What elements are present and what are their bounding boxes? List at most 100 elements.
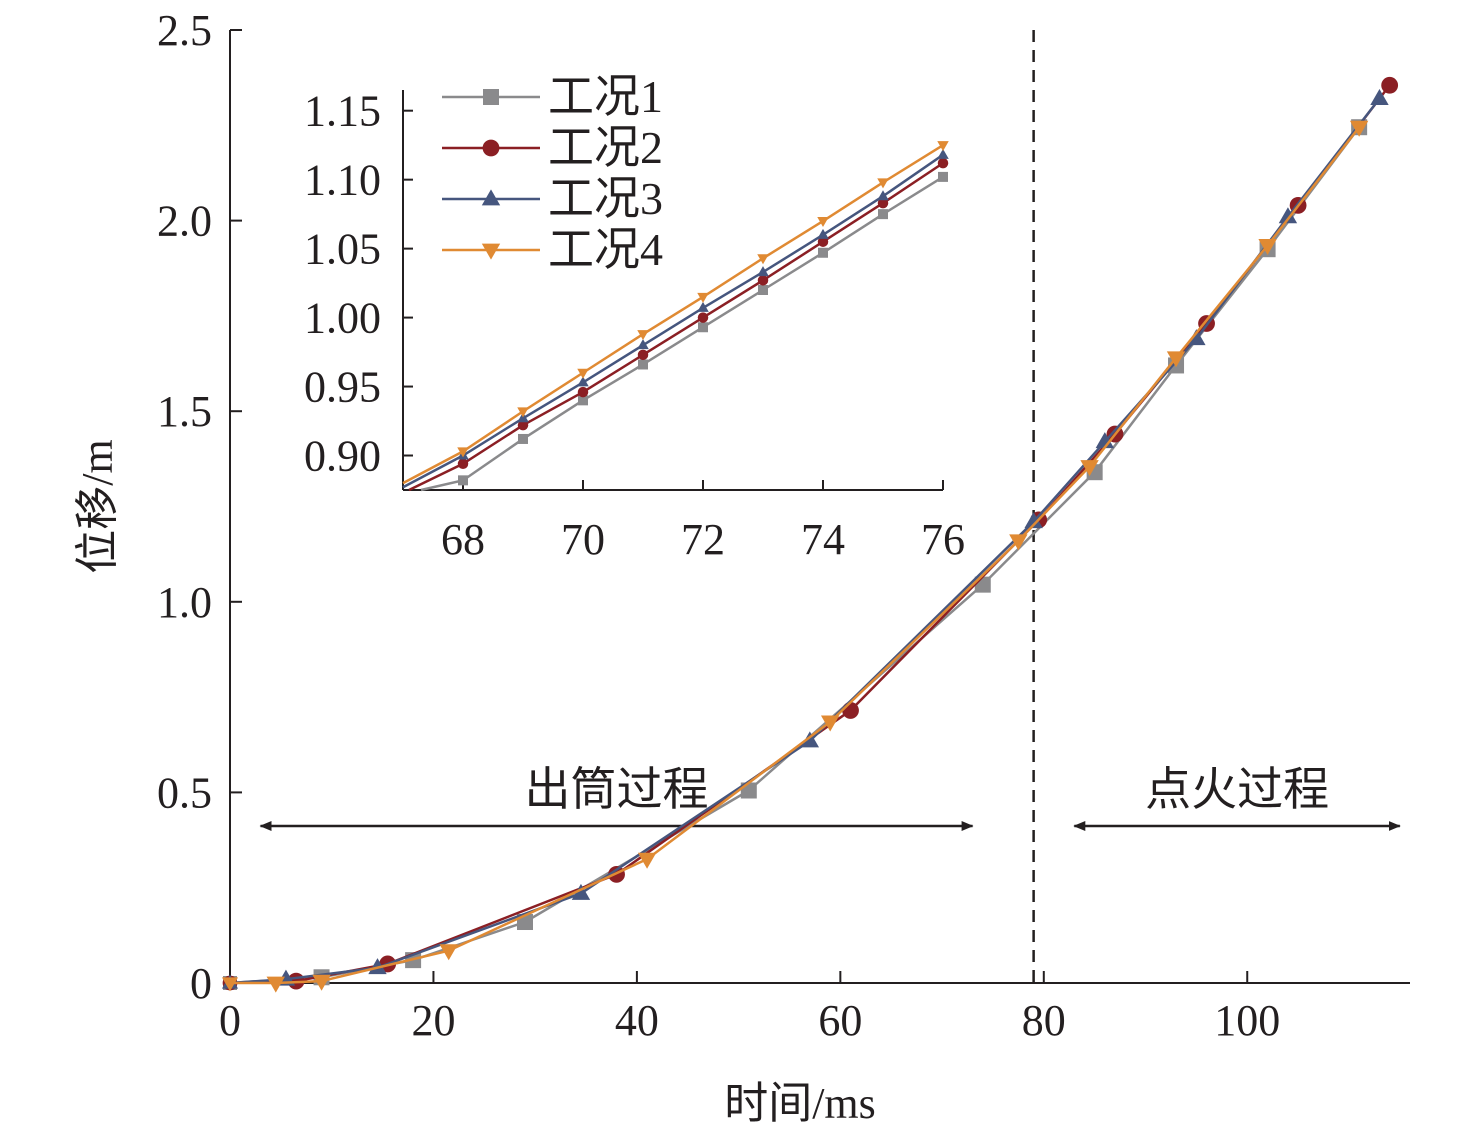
inset-data-point — [817, 236, 829, 247]
x-tick-label: 20 — [411, 996, 455, 1045]
inset-x-tick-label: 76 — [921, 515, 965, 564]
inset-data-point — [937, 157, 949, 169]
inset-data-point — [577, 386, 589, 398]
y-tick-label: 1.0 — [157, 578, 212, 627]
inset-data-point — [637, 330, 649, 341]
data-point — [1095, 432, 1115, 449]
legend-label: 工况1 — [548, 71, 663, 122]
data-point — [1187, 329, 1206, 346]
inset-y-tick-label: 0.95 — [304, 363, 381, 412]
x-tick-label: 100 — [1214, 996, 1280, 1045]
x-tick-label: 0 — [219, 996, 241, 1045]
data-point — [1024, 512, 1043, 529]
legend-label: 工况2 — [548, 122, 663, 173]
inset-series-4 — [402, 141, 949, 485]
x-tick-label: 80 — [1022, 996, 1066, 1045]
legend-label: 工况4 — [548, 224, 663, 275]
inset-data-point — [457, 447, 469, 458]
inset-data-point — [517, 407, 529, 418]
inset-data-point — [577, 376, 589, 387]
inset-data-point — [577, 368, 589, 379]
data-point — [820, 715, 840, 732]
x-tick-label: 40 — [615, 996, 659, 1045]
inset-data-point — [757, 275, 769, 286]
data-point — [800, 731, 820, 748]
legend-marker — [481, 243, 501, 260]
data-point — [637, 852, 657, 869]
x-tick-label: 60 — [818, 996, 862, 1045]
inset-data-point — [878, 209, 888, 220]
inset-x-tick-label: 68 — [441, 515, 485, 564]
inset-data-point — [937, 141, 949, 152]
data-point — [1258, 238, 1277, 255]
inset-series-line — [408, 162, 944, 492]
inset-series-line — [402, 153, 944, 489]
inset-data-point — [938, 171, 948, 182]
inset-data-point — [578, 395, 588, 406]
legend-label: 工况3 — [548, 173, 663, 224]
data-point — [1009, 534, 1028, 551]
y-axis-label: 位移/m — [73, 439, 122, 573]
inset-data-point — [638, 359, 648, 370]
x-axis-label: 时间/ms — [724, 1079, 876, 1128]
y-tick-label: 2.0 — [157, 197, 212, 246]
inset-data-point — [698, 322, 708, 333]
inset-series-line — [402, 144, 944, 485]
inset-data-point — [457, 458, 469, 470]
data-point — [842, 702, 859, 719]
data-point — [221, 977, 239, 992]
y-tick-label: 2.5 — [157, 6, 212, 55]
inset-data-point — [818, 247, 828, 258]
inset-x-tick-label: 74 — [801, 515, 845, 564]
legend-marker — [483, 89, 499, 105]
inset-data-point — [817, 217, 829, 228]
inset-background — [405, 80, 945, 488]
y-tick-label: 0.5 — [157, 768, 212, 817]
data-point — [439, 944, 458, 961]
inset-data-point — [937, 148, 949, 159]
data-point — [1349, 120, 1369, 137]
data-point — [312, 974, 331, 991]
data-point — [1166, 351, 1186, 368]
data-point — [1381, 76, 1399, 94]
annotation-label: 出筒过程 — [525, 764, 709, 815]
data-point — [368, 958, 387, 975]
inset-data-point — [697, 301, 709, 312]
inset-x-tick-label: 72 — [681, 515, 725, 564]
inset-data-point — [757, 254, 769, 265]
inset-series-line — [420, 175, 944, 492]
data-point — [266, 976, 285, 993]
series-4 — [221, 120, 1369, 993]
inset-plot: 68 70 72 74 76 0.90 0.95 1.00 1.05 1.10 1.15 工况1工况2… — [304, 71, 965, 564]
data-point — [1080, 460, 1099, 477]
inset-series-1 — [420, 171, 948, 492]
inset-data-point — [877, 178, 889, 189]
annotation-label: 点火过程 — [1145, 764, 1329, 815]
inset-data-point — [877, 190, 889, 201]
inset-data-point — [758, 285, 768, 295]
inset-data-point — [637, 339, 649, 350]
data-point — [571, 883, 591, 900]
inset-data-point — [637, 349, 649, 361]
y-tick-label: 1.5 — [157, 387, 212, 436]
legend-marker — [481, 189, 501, 206]
inset-y-tick-label: 1.05 — [304, 225, 381, 274]
inset-data-point — [817, 228, 829, 239]
inset-y-tick-label: 1.15 — [304, 87, 381, 136]
inset-y-tick-label: 1.10 — [304, 156, 381, 205]
y-tick-label: 0 — [190, 959, 212, 1008]
inset-data-point — [877, 197, 889, 209]
legend-marker — [482, 139, 500, 157]
data-point — [1370, 89, 1389, 106]
inset-data-point — [458, 475, 468, 486]
inset-data-point — [697, 292, 709, 303]
data-point — [1278, 207, 1298, 224]
inset-data-point — [697, 312, 709, 323]
inset-y-tick-label: 0.90 — [304, 432, 381, 481]
inset-x-tick-label: 70 — [561, 515, 605, 564]
inset-data-point — [518, 433, 528, 444]
inset-data-point — [517, 419, 529, 431]
